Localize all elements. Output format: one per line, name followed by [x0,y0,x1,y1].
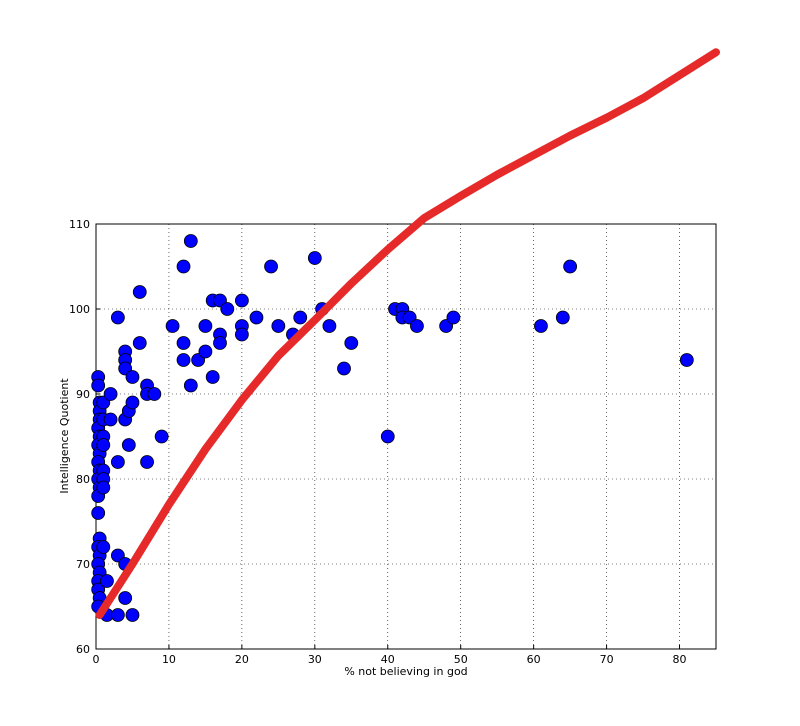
point [96,438,111,452]
point [410,319,424,333]
x-tick-label: 70 [600,653,614,666]
point [337,361,351,376]
point [147,387,162,401]
point [446,310,461,325]
y-tick-label: 100 [69,303,90,316]
point [220,302,235,316]
point [118,591,133,605]
point [110,608,125,622]
x-axis-label: % not believing in god [344,665,467,678]
point [132,336,147,350]
point [165,319,180,333]
point [125,370,140,384]
y-tick-label: 80 [76,473,90,486]
point [110,310,125,325]
point [132,285,147,299]
point [110,455,125,469]
y-tick-label: 110 [69,218,90,231]
point [125,395,140,410]
point [100,574,114,588]
y-tick-label: 60 [76,643,90,656]
x-tick-label: 10 [162,653,176,666]
point [121,438,136,452]
x-tick-label: 0 [93,653,100,666]
point [125,608,140,622]
point [91,378,106,393]
point [293,310,308,325]
point [213,336,227,350]
y-axis-label: Intelligence Quotient [58,378,71,494]
point [91,506,106,520]
point [154,429,169,444]
x-tick-label: 40 [381,653,395,666]
point [140,455,154,469]
plot-frame [95,223,717,650]
point [264,259,278,274]
point [380,429,395,444]
y-tick-label: 70 [76,558,90,571]
point [344,336,359,350]
point [534,319,548,333]
y-tick-label: 90 [76,388,90,401]
point [307,251,322,265]
point [234,293,249,308]
point [96,480,111,495]
point [176,353,191,367]
point [555,310,570,325]
point [563,259,578,274]
x-tick-label: 20 [235,653,249,666]
x-tick-label: 30 [308,653,322,666]
point [198,319,213,333]
fit-line [95,48,720,619]
point [198,344,213,359]
point [103,412,118,427]
point [322,319,337,333]
point [249,310,264,325]
point [234,327,249,342]
point [96,540,111,554]
point [205,370,220,384]
point [183,234,198,248]
x-tick-label: 80 [673,653,687,666]
point [176,259,191,274]
point [271,319,286,333]
x-tick-label: 50 [454,653,468,666]
x-tick-label: 60 [527,653,541,666]
point [183,378,198,393]
point [679,353,694,367]
point [103,387,118,401]
point [176,336,191,350]
